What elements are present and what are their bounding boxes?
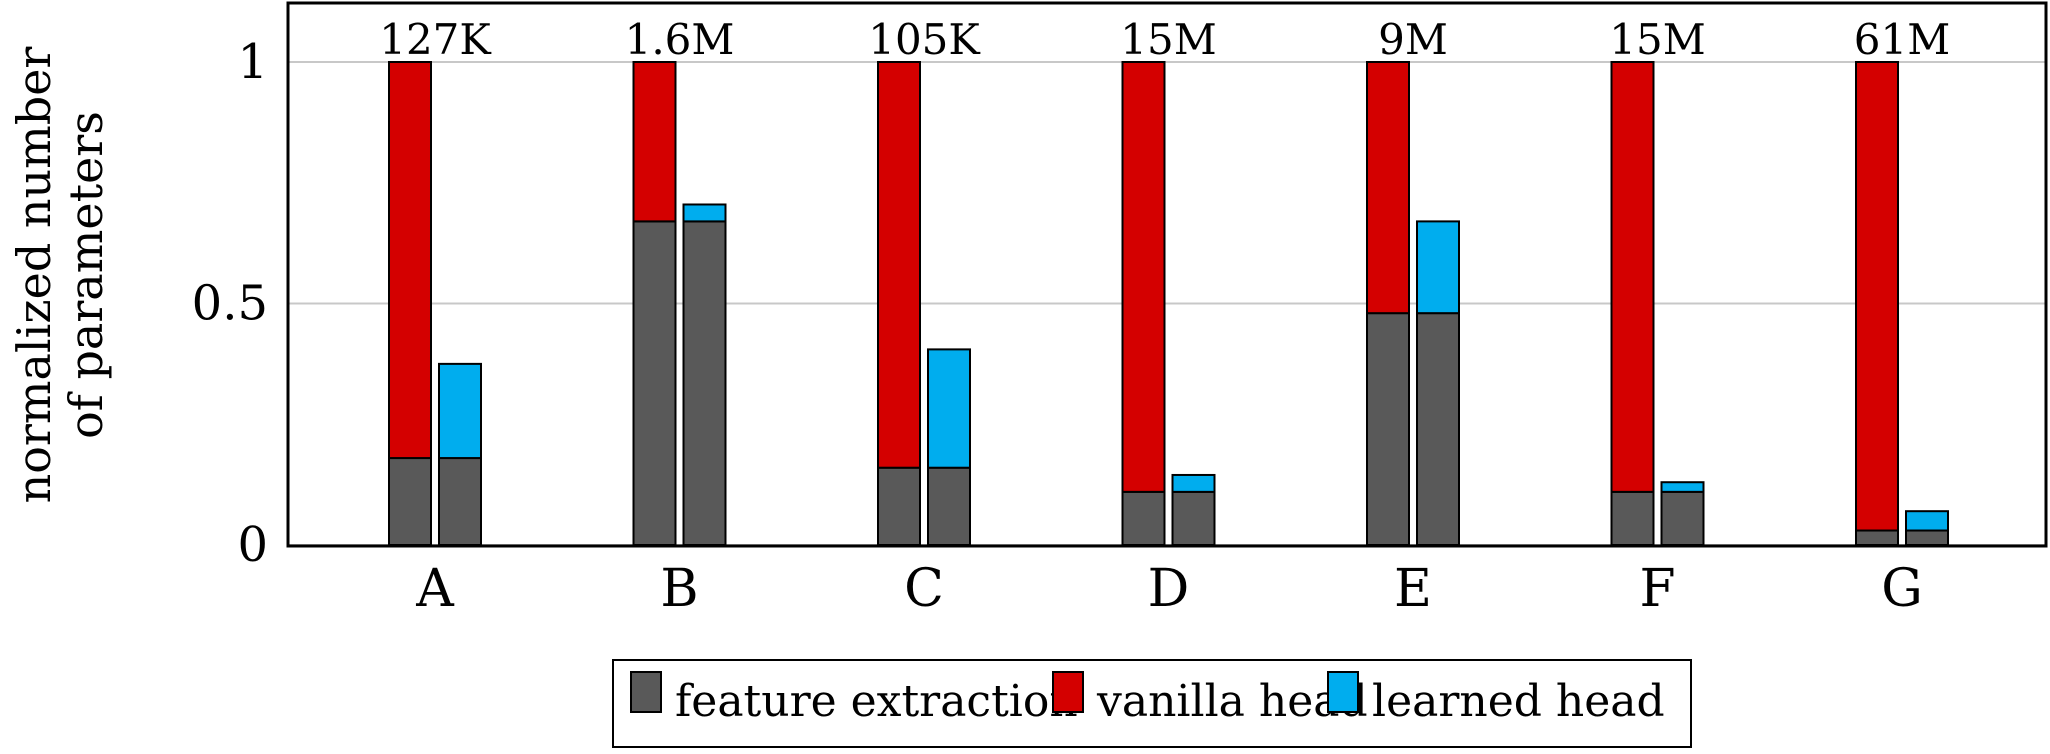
bar-feature-B xyxy=(682,220,727,546)
bar-vanilla-D xyxy=(1121,61,1166,493)
bar-vanilla-C xyxy=(877,61,921,469)
y-tick-label: 0 xyxy=(237,517,268,573)
y-tick-label: 0.5 xyxy=(192,276,268,332)
bar-feature-E xyxy=(1416,312,1460,546)
bar-feature-F xyxy=(1610,490,1655,546)
bar-vanilla-B xyxy=(632,61,677,223)
legend-label-vanilla: vanilla head xyxy=(1096,676,1368,727)
bar-learned-G xyxy=(1905,510,1949,532)
bar-vanilla-A xyxy=(388,61,432,460)
x-tick-label: D xyxy=(1148,559,1190,619)
bar-vanilla-E xyxy=(1366,61,1410,315)
bar-learned-C xyxy=(927,348,971,469)
bar-vanilla-F xyxy=(1610,61,1655,493)
plot-frame xyxy=(286,1,2048,548)
x-tick-label: A xyxy=(415,559,455,619)
bar-learned-A xyxy=(438,362,482,460)
top-count-label: 1.6M xyxy=(625,15,735,64)
y-tick-label: 1 xyxy=(237,34,268,90)
top-count-label: 127K xyxy=(379,15,492,64)
x-axis-ticks: A B C D E F G xyxy=(415,559,1923,619)
x-tick-label: B xyxy=(660,559,698,619)
x-tick-label: C xyxy=(904,559,944,619)
bar-learned-B xyxy=(682,203,727,223)
y-axis-label-line: of parameters xyxy=(59,111,113,439)
bar-feature-G xyxy=(1905,529,1949,547)
bar-feature-B xyxy=(632,220,677,546)
top-count-label: 61M xyxy=(1854,15,1950,64)
top-count-label: 15M xyxy=(1609,15,1705,64)
legend: feature extraction vanilla head learned he… xyxy=(612,659,1692,748)
bar-feature-E xyxy=(1366,312,1410,546)
bar-learned-F xyxy=(1660,481,1705,493)
top-labels: 127K 1.6M 105K 15M 9M 15M 61M xyxy=(379,15,1950,64)
legend-label-learned: learned head xyxy=(1372,676,1665,727)
grid-lines xyxy=(288,61,2046,546)
legend-box xyxy=(612,659,1692,748)
y-axis-label-line: normalized number xyxy=(7,47,61,504)
legend-swatch-feature xyxy=(630,671,662,713)
bar-feature-C xyxy=(927,466,971,546)
bar-vanilla-G xyxy=(1855,61,1899,532)
top-count-label: 15M xyxy=(1120,15,1216,64)
bars xyxy=(388,61,1949,547)
legend-swatch-learned xyxy=(1327,671,1359,713)
bar-feature-D xyxy=(1171,490,1216,546)
bar-feature-A xyxy=(438,457,482,546)
legend-swatch-vanilla xyxy=(1052,671,1084,713)
x-tick-label: F xyxy=(1639,559,1675,619)
legend-label-feature: feature extraction xyxy=(675,676,1078,727)
bar-feature-F xyxy=(1660,490,1705,546)
top-count-label: 105K xyxy=(868,15,981,64)
x-tick-label: E xyxy=(1394,559,1432,619)
x-tick-label: G xyxy=(1881,559,1923,619)
bar-learned-D xyxy=(1171,473,1216,493)
top-count-label: 9M xyxy=(1378,15,1448,64)
bar-feature-D xyxy=(1121,490,1166,546)
bar-learned-E xyxy=(1416,220,1460,315)
y-axis-ticks: 00.51 xyxy=(192,34,268,573)
bar-feature-A xyxy=(388,457,432,546)
bar-feature-G xyxy=(1855,529,1899,547)
bar-feature-C xyxy=(877,466,921,546)
